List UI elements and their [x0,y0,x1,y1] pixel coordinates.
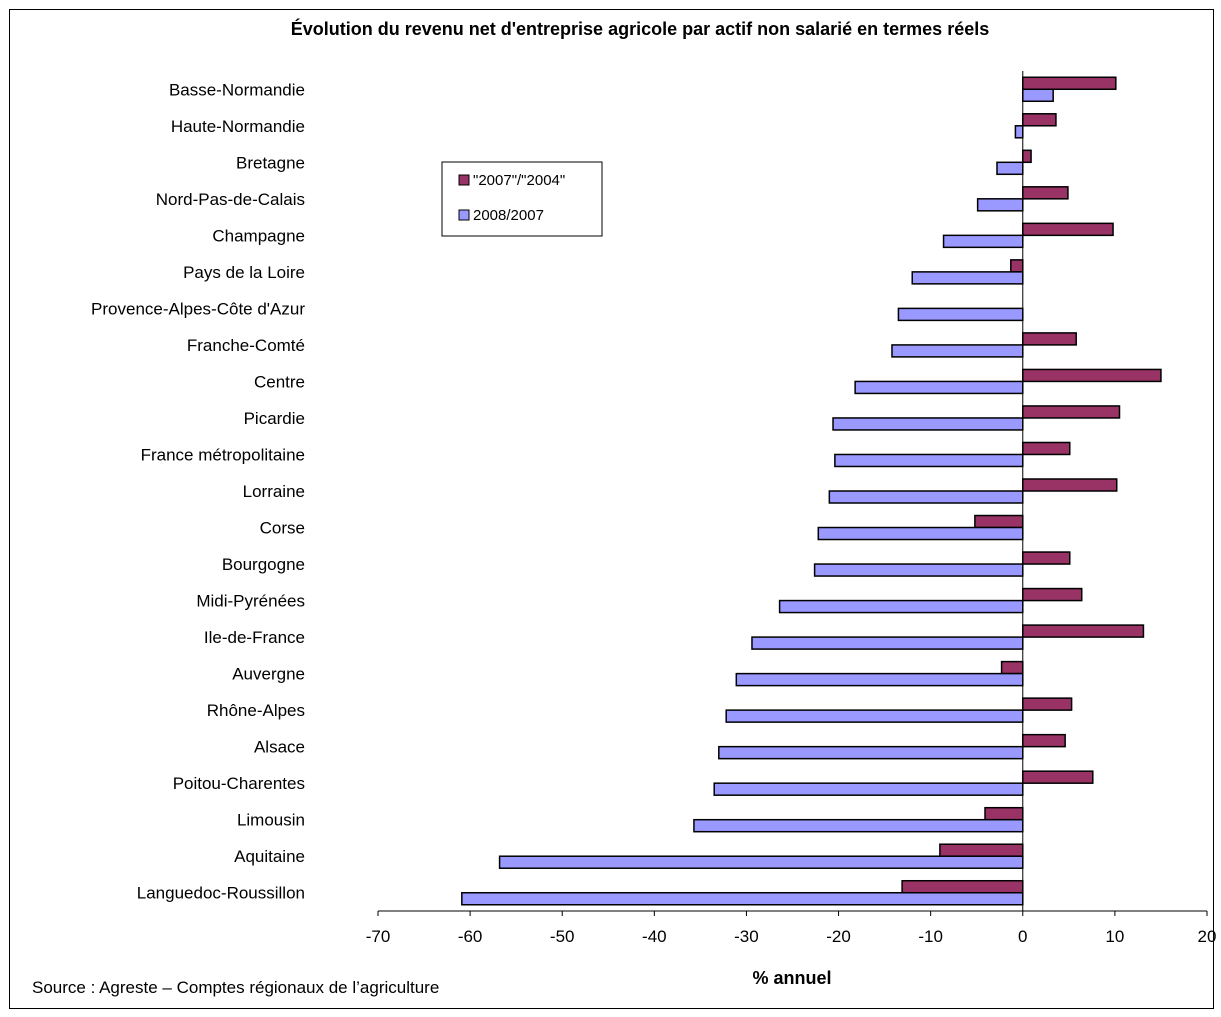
category-label: Nord-Pas-de-Calais [156,190,305,209]
bar-2007-2004 [1022,186,1069,200]
category-label: Basse-Normandie [169,80,305,99]
bar-2008-2007 [1014,125,1024,139]
category-label: Provence-Alpes-Côte d'Azur [91,299,305,318]
bar-2007-2004 [1022,478,1118,492]
category-label: Rhône-Alpes [207,701,305,720]
bar-2007-2004 [1022,624,1145,638]
bar-2008-2007 [911,271,1024,285]
category-label: Lorraine [243,482,305,501]
category-labels: Basse-Normandie Haute-Normandie Bretagne No… [91,80,305,902]
x-tick-label: -20 [826,927,851,946]
category-label: Picardie [244,409,305,428]
legend-label-series-2: 2008/2007 [473,207,544,224]
category-label: Pays de la Loire [183,263,305,282]
bar-2007-2004 [1022,405,1121,419]
bar-2008-2007 [897,307,1024,322]
category-label: Aquitaine [234,847,305,866]
bar-2007-2004 [1022,551,1071,565]
bar-2008-2007 [735,672,1024,687]
bar-2008-2007 [854,380,1024,395]
bar-2008-2007 [498,855,1024,869]
legend: "2007"/"2004" 2008/2007 [441,161,603,237]
legend-swatch-series-2 [458,209,470,221]
x-tick-label: 10 [1105,927,1124,946]
bar-2008-2007 [778,599,1024,614]
bar-2008-2007 [725,709,1024,723]
bar-2007-2004 [1022,587,1083,602]
bar-2008-2007 [891,344,1024,358]
bar-2008-2007 [817,526,1024,541]
bar-2008-2007 [713,782,1024,796]
category-label: Haute-Normandie [171,117,305,136]
bar-2007-2004 [1010,259,1024,273]
bar-2007-2004 [984,806,1024,821]
bar-2007-2004 [1022,441,1071,456]
x-axis-label: % annuel [752,968,831,988]
bar-2007-2004 [1022,113,1057,127]
x-tick-label: -50 [550,927,575,946]
chart-title: Évolution du revenu net d'entreprise agr… [291,18,990,39]
bar-2007-2004 [1022,733,1066,748]
legend-box [441,161,603,237]
x-tick-label: -70 [366,927,391,946]
bar-2007-2004 [974,514,1024,529]
bar-2008-2007 [718,745,1024,760]
chart-frame [9,9,1214,1009]
x-axis-ticks: -70 -60 -50 -40 -30 -20 -10 0 10 20 [366,911,1217,946]
bar-2007-2004 [1022,222,1114,237]
bar-2008-2007 [461,891,1024,906]
x-tick-label: -40 [642,927,667,946]
bar-2007-2004 [1022,770,1094,784]
bar-2007-2004 [901,879,1024,894]
category-label: Centre [254,372,305,391]
category-label: Midi-Pyrénées [196,592,305,611]
x-tick-label: -30 [734,927,759,946]
category-label: Ile-de-France [204,628,305,647]
bar-2008-2007 [834,453,1024,468]
category-label: Poitou-Charentes [173,774,305,793]
category-label: Auvergne [232,665,305,684]
category-label: Limousin [237,811,305,830]
legend-label-series-1: "2007"/"2004" [473,172,565,189]
legend-swatch-series-1 [458,174,470,186]
category-label: France métropolitaine [141,445,305,464]
category-label: Franche-Comté [187,336,305,355]
category-label: Champagne [212,226,305,245]
bar-2008-2007 [996,161,1024,176]
x-tick-label: -60 [458,927,483,946]
x-tick-label: -10 [918,927,943,946]
category-label: Bretagne [236,153,305,172]
category-label: Languedoc-Roussillon [137,884,305,903]
bar-2008-2007 [828,490,1024,504]
bar-2008-2007 [1022,88,1054,103]
bar-2007-2004 [1000,660,1024,675]
bar-2007-2004 [1022,332,1077,346]
bar-2008-2007 [693,818,1024,833]
bar-2007-2004 [1022,149,1032,164]
x-tick-label: 0 [1018,927,1027,946]
bar-2008-2007 [976,198,1024,212]
category-label: Alsace [254,738,305,757]
bar-2008-2007 [751,636,1024,650]
category-label: Bourgogne [222,555,305,574]
x-tick-label: 20 [1198,927,1217,946]
bar-2008-2007 [813,563,1024,577]
category-label: Corse [260,519,305,538]
bar-2007-2004 [1022,368,1162,383]
bar-2007-2004 [1022,697,1073,711]
bar-2007-2004 [939,843,1024,857]
bar-2008-2007 [832,417,1024,431]
source-note: Source : Agreste – Comptes régionaux de … [32,978,439,997]
bar-2008-2007 [942,234,1024,249]
bar-2007-2004 [1022,76,1117,91]
